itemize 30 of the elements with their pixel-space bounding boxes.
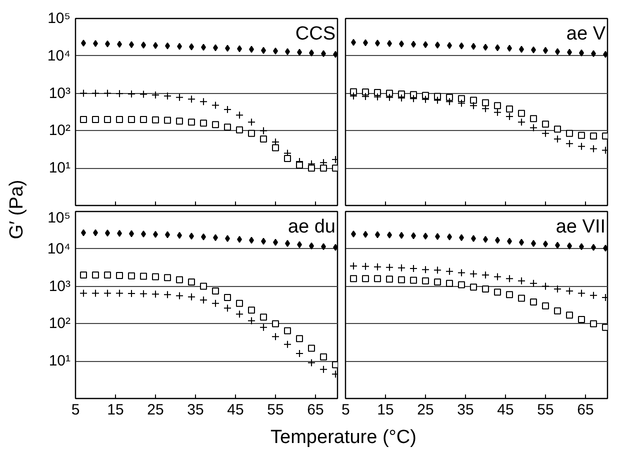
y-tick-label: 10⁴ bbox=[47, 47, 71, 64]
y-tick-label: 10¹ bbox=[48, 160, 71, 177]
x-tick-label: 65 bbox=[307, 402, 324, 418]
x-tick-label: 45 bbox=[497, 402, 514, 418]
y-axis-title: G′ (Pa) bbox=[6, 180, 28, 240]
x-tick-label: 45 bbox=[227, 402, 244, 418]
y-tick-label: 10⁴ bbox=[47, 240, 71, 258]
y-tick-label: 10⁵ bbox=[48, 10, 71, 27]
x-tick-label: 65 bbox=[577, 402, 594, 418]
x-tick-label: 5 bbox=[71, 402, 80, 418]
y-tick-label: 10² bbox=[48, 315, 71, 332]
x-axis-title: Temperature (°C) bbox=[270, 427, 416, 448]
x-tick-label: 15 bbox=[107, 402, 124, 418]
chart-title: ae du bbox=[288, 216, 336, 238]
y-tick-label: 10³ bbox=[48, 278, 71, 295]
x-tick-label: 15 bbox=[377, 402, 394, 418]
x-tick-label: 55 bbox=[267, 402, 284, 418]
y-tick-label: 10⁵ bbox=[48, 210, 71, 226]
chart-title: CCS bbox=[295, 24, 336, 44]
chart-title: ae VII bbox=[556, 216, 606, 238]
y-tick-label: 10³ bbox=[48, 84, 71, 102]
x-tick-label: 25 bbox=[147, 402, 164, 418]
y-tick-label: 10² bbox=[48, 122, 71, 140]
x-tick-label: 55 bbox=[537, 402, 554, 418]
x-tick-label: 5 bbox=[342, 402, 350, 418]
chart-title: ae V bbox=[566, 24, 606, 44]
y-tick-label: 10¹ bbox=[48, 352, 71, 370]
x-tick-label: 35 bbox=[457, 402, 474, 418]
x-tick-label: 25 bbox=[417, 402, 434, 418]
x-tick-label: 35 bbox=[187, 402, 204, 418]
